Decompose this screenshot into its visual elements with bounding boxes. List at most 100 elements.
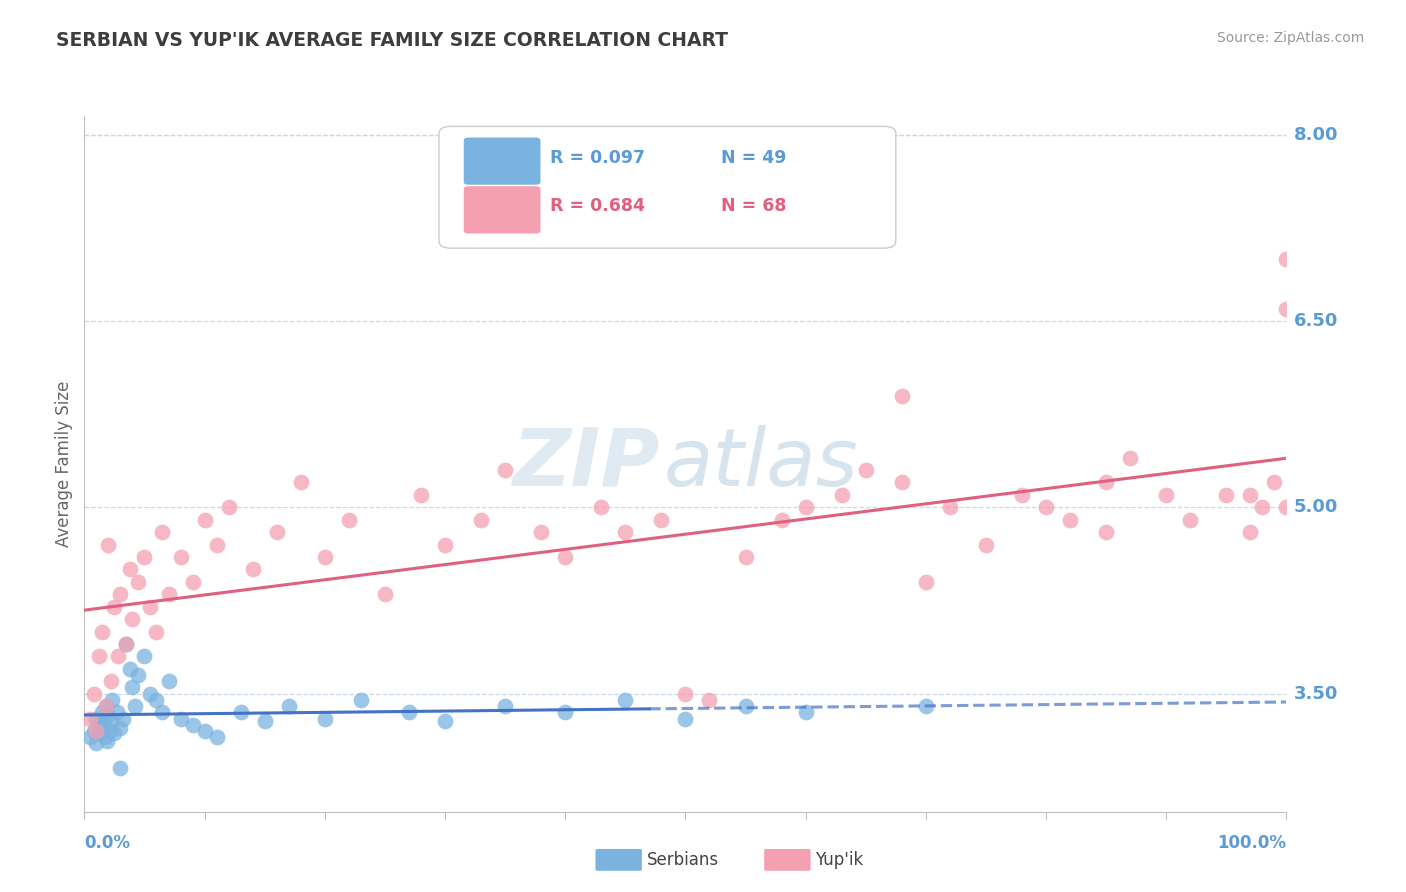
Point [1119, 450, 1142, 465]
Text: 8.00: 8.00 [1294, 126, 1339, 144]
Point [169, 549, 191, 564]
Text: R = 0.684: R = 0.684 [550, 197, 644, 215]
Point [734, 699, 756, 714]
Point [530, 525, 553, 540]
Point [124, 699, 146, 714]
Point [734, 549, 756, 564]
Text: 5.00: 5.00 [1294, 499, 1339, 516]
Point [121, 681, 143, 695]
Point [87, 717, 110, 731]
Point [91, 706, 114, 720]
Point [96, 734, 118, 748]
Point [1275, 252, 1298, 266]
Point [110, 761, 132, 775]
Point [157, 587, 180, 601]
Point [614, 525, 637, 540]
Point [97, 538, 120, 552]
Point [121, 612, 143, 626]
Point [554, 549, 576, 564]
Point [152, 706, 174, 720]
Point [100, 714, 122, 728]
Text: R = 0.097: R = 0.097 [550, 149, 644, 167]
Point [675, 712, 697, 726]
Point [1251, 500, 1274, 515]
Point [139, 687, 162, 701]
Point [139, 599, 162, 614]
Point [205, 730, 228, 744]
Point [107, 649, 129, 664]
Point [145, 624, 167, 639]
Point [650, 513, 672, 527]
Point [374, 587, 396, 601]
Point [253, 714, 276, 728]
Point [111, 712, 134, 726]
Point [398, 706, 420, 720]
Point [86, 723, 108, 738]
Point [266, 525, 288, 540]
Point [103, 726, 125, 740]
Point [101, 693, 124, 707]
Point [127, 574, 149, 589]
Point [1239, 525, 1261, 540]
Point [218, 500, 240, 515]
Point [105, 706, 128, 720]
Point [194, 513, 217, 527]
Point [97, 707, 120, 722]
Text: Serbians: Serbians [647, 851, 718, 869]
Point [110, 587, 132, 601]
Point [98, 723, 121, 738]
Point [94, 699, 117, 714]
Point [1095, 475, 1118, 490]
Point [1156, 488, 1178, 502]
Point [1275, 500, 1298, 515]
Point [675, 687, 697, 701]
Text: ZIP: ZIP [512, 425, 659, 503]
Point [1239, 488, 1261, 502]
FancyBboxPatch shape [463, 186, 541, 235]
Point [115, 637, 138, 651]
FancyBboxPatch shape [439, 127, 896, 248]
Point [337, 513, 360, 527]
Point [134, 549, 156, 564]
Point [91, 722, 114, 736]
Point [554, 706, 576, 720]
Point [915, 699, 938, 714]
Point [89, 726, 111, 740]
Point [1095, 525, 1118, 540]
Point [614, 693, 637, 707]
Point [205, 538, 228, 552]
Point [86, 736, 108, 750]
Point [93, 714, 115, 728]
Text: 100.0%: 100.0% [1218, 834, 1286, 852]
Point [855, 463, 877, 477]
Point [591, 500, 613, 515]
Point [794, 500, 817, 515]
Point [794, 706, 817, 720]
Point [699, 693, 721, 707]
Point [434, 538, 457, 552]
Point [1180, 513, 1202, 527]
Point [314, 712, 336, 726]
Point [229, 706, 252, 720]
Point [127, 668, 149, 682]
Point [157, 674, 180, 689]
Point [242, 562, 264, 576]
Point [939, 500, 962, 515]
Point [1059, 513, 1081, 527]
Point [181, 717, 204, 731]
Point [974, 538, 997, 552]
Point [350, 693, 373, 707]
Text: SERBIAN VS YUP'IK AVERAGE FAMILY SIZE CORRELATION CHART: SERBIAN VS YUP'IK AVERAGE FAMILY SIZE CO… [56, 31, 728, 50]
Point [915, 574, 938, 589]
Point [134, 649, 156, 664]
Point [91, 624, 114, 639]
Y-axis label: Average Family Size: Average Family Size [55, 381, 73, 547]
Point [100, 674, 122, 689]
Point [409, 488, 432, 502]
FancyBboxPatch shape [463, 136, 541, 186]
Point [494, 699, 516, 714]
Point [1215, 488, 1237, 502]
Text: N = 68: N = 68 [721, 197, 787, 215]
Text: Yup'ik: Yup'ik [815, 851, 863, 869]
Point [1035, 500, 1057, 515]
